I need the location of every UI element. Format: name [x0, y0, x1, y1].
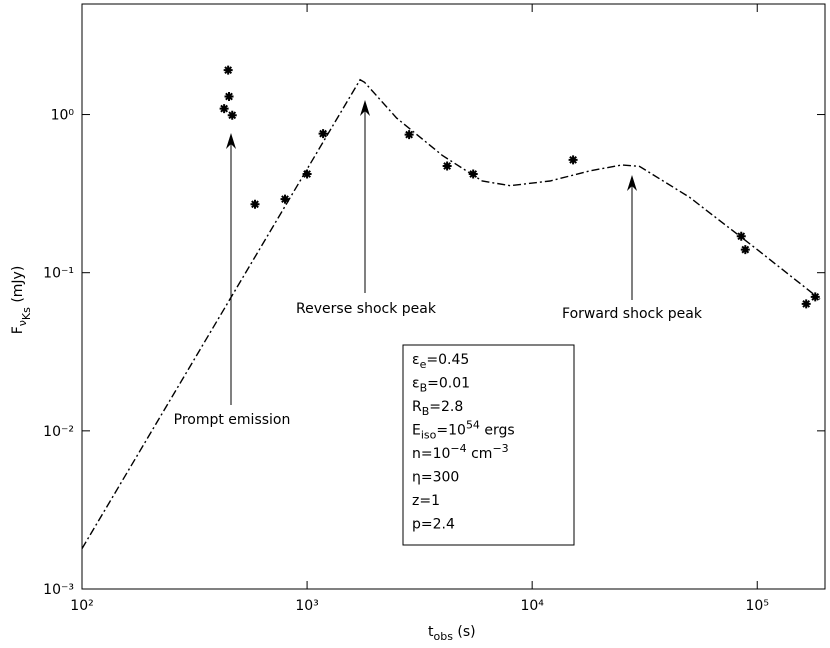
- text-part: p=2.4: [412, 517, 455, 533]
- data-point: [736, 231, 746, 241]
- parameter-box: [402, 344, 575, 546]
- text-part: (mJy): [10, 266, 26, 307]
- arrow-head: [226, 133, 236, 149]
- y-tick-label: 10⁻²: [43, 424, 74, 440]
- text-part: −3: [492, 442, 508, 455]
- y-axis-label: FνKs (mJy): [10, 266, 33, 335]
- data-point: [223, 65, 233, 75]
- text-part: B: [420, 382, 428, 395]
- data-point: [227, 110, 237, 120]
- arrow-head: [360, 100, 370, 116]
- text-part: =0.01: [427, 376, 470, 392]
- x-tick-label: 10²: [70, 598, 93, 614]
- text-part: ε: [412, 352, 420, 368]
- parameter-line: εe=0.45: [412, 352, 469, 371]
- text-part: B: [422, 405, 430, 418]
- text-part: cm: [467, 446, 493, 462]
- data-point: [280, 194, 290, 204]
- plot-frame: [81, 3, 826, 590]
- x-axis-label: tobs (s): [428, 624, 476, 643]
- data-point: [468, 169, 478, 179]
- parameter-line: z=1: [412, 493, 440, 509]
- annotation: Reverse shock peak: [296, 301, 437, 317]
- text-part: Ks: [20, 307, 33, 320]
- text-part: (s): [453, 624, 476, 640]
- arrow-head: [627, 175, 637, 191]
- text-part: E: [412, 423, 421, 439]
- text-part: =10: [436, 423, 466, 439]
- text-part: obs: [434, 630, 454, 643]
- parameter-line: n=10−4 cm−3: [412, 442, 509, 462]
- y-tick-label: 10⁻¹: [43, 266, 74, 282]
- text-part: F: [10, 326, 26, 334]
- text-part: =2.8: [429, 399, 463, 415]
- parameter-line: RB=2.8: [412, 399, 463, 418]
- data-point: [442, 161, 452, 171]
- model-curve: [81, 78, 821, 549]
- parameter-line: εB=0.01: [412, 376, 470, 395]
- text-part: 54: [466, 419, 480, 432]
- text-part: n=10: [412, 446, 450, 462]
- text-part: −4: [450, 442, 466, 455]
- parameter-line: p=2.4: [412, 517, 455, 533]
- data-point: [318, 129, 328, 139]
- y-tick-label: 10⁰: [51, 108, 75, 124]
- data-point: [219, 104, 229, 114]
- annotation: Prompt emission: [174, 412, 291, 428]
- parameter-line: η=300: [412, 470, 459, 486]
- text-part: t: [428, 624, 434, 640]
- text-part: ν: [16, 320, 29, 326]
- data-point: [302, 169, 312, 179]
- y-tick-label: 10⁻³: [43, 582, 74, 598]
- text-part: η=300: [412, 470, 459, 486]
- x-tick-label: 10³: [295, 598, 318, 614]
- x-tick-label: 10⁵: [746, 598, 769, 614]
- text-part: R: [412, 399, 422, 415]
- text-part: e: [420, 358, 427, 371]
- data-point: [801, 299, 811, 309]
- x-tick-label: 10⁴: [520, 598, 544, 614]
- data-point: [224, 92, 234, 102]
- text-part: ε: [412, 376, 420, 392]
- text-part: =0.45: [426, 352, 469, 368]
- text-part: iso: [421, 429, 437, 442]
- data-point: [250, 199, 260, 209]
- data-point: [568, 155, 578, 165]
- text-part: ergs: [480, 423, 515, 439]
- text-part: z=1: [412, 493, 440, 509]
- parameter-line: Eiso=1054 ergs: [412, 419, 515, 442]
- data-point: [740, 245, 750, 255]
- data-point: [810, 292, 820, 302]
- annotation: Forward shock peak: [562, 306, 703, 322]
- data-point: [404, 130, 414, 140]
